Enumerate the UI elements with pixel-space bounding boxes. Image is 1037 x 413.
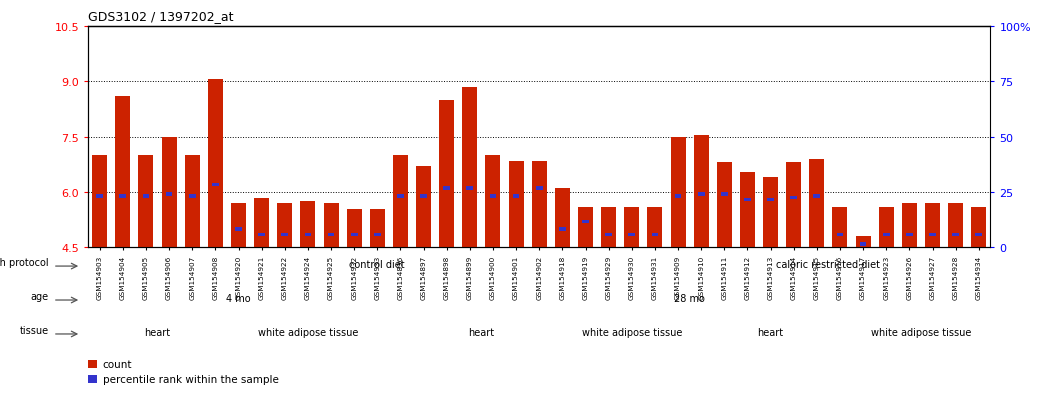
Bar <box>948 204 963 248</box>
Bar <box>139 156 153 248</box>
Bar <box>582 220 589 224</box>
Bar <box>651 233 658 237</box>
Bar <box>96 195 103 198</box>
Bar <box>790 196 797 200</box>
Bar <box>717 163 732 248</box>
Bar <box>143 195 149 198</box>
Bar <box>809 159 824 248</box>
Bar <box>536 187 542 191</box>
Bar <box>440 100 454 248</box>
Bar <box>119 195 127 198</box>
Bar <box>606 233 612 237</box>
Bar <box>856 237 871 248</box>
Bar <box>235 228 242 231</box>
Text: heart: heart <box>757 328 784 337</box>
Bar <box>328 233 334 237</box>
Bar <box>281 233 288 237</box>
Bar <box>489 195 497 198</box>
Bar <box>463 88 477 248</box>
Bar <box>902 204 917 248</box>
Bar <box>92 156 107 248</box>
Bar <box>393 156 408 248</box>
Bar <box>277 204 292 248</box>
Bar <box>555 189 570 248</box>
Bar <box>258 233 265 237</box>
Bar <box>745 198 751 202</box>
Bar <box>763 178 778 248</box>
Text: GDS3102 / 1397202_at: GDS3102 / 1397202_at <box>88 10 233 23</box>
Bar <box>485 156 501 248</box>
Bar <box>416 167 431 248</box>
Text: heart: heart <box>469 328 495 337</box>
Bar <box>532 161 546 248</box>
Bar <box>301 202 315 248</box>
Bar <box>860 242 867 246</box>
Bar <box>467 187 473 191</box>
Text: 4 mo: 4 mo <box>226 294 251 304</box>
Text: 28 mo: 28 mo <box>674 294 705 304</box>
Text: control diet: control diet <box>349 260 405 270</box>
Bar <box>559 228 566 231</box>
Text: white adipose tissue: white adipose tissue <box>258 328 358 337</box>
Bar <box>833 207 847 248</box>
Text: caloric restricted diet: caloric restricted diet <box>777 260 880 270</box>
Bar <box>740 172 755 248</box>
Bar <box>878 207 894 248</box>
Bar <box>925 204 940 248</box>
Bar <box>767 198 774 202</box>
Bar <box>231 204 246 248</box>
Bar <box>88 361 97 368</box>
Text: growth protocol: growth protocol <box>0 257 49 267</box>
Bar <box>88 375 97 383</box>
Bar <box>694 135 708 248</box>
Bar <box>420 195 427 198</box>
Bar <box>628 233 635 237</box>
Bar <box>786 163 802 248</box>
Bar <box>444 187 450 191</box>
Bar <box>837 233 843 237</box>
Bar <box>254 198 270 248</box>
Bar <box>370 209 385 248</box>
Bar <box>671 138 685 248</box>
Bar <box>115 97 131 248</box>
Text: white adipose tissue: white adipose tissue <box>582 328 682 337</box>
Text: count: count <box>103 359 132 369</box>
Bar <box>189 195 196 198</box>
Bar <box>508 161 524 248</box>
Bar <box>305 233 311 237</box>
Bar <box>212 183 219 187</box>
Text: tissue: tissue <box>20 325 49 335</box>
Bar <box>976 233 982 237</box>
Bar <box>166 192 172 196</box>
Bar <box>721 192 728 196</box>
Bar <box>601 207 616 248</box>
Bar <box>324 204 338 248</box>
Bar <box>647 207 663 248</box>
Bar <box>374 233 381 237</box>
Bar <box>952 233 959 237</box>
Bar <box>906 233 913 237</box>
Bar <box>512 195 520 198</box>
Bar <box>207 80 223 248</box>
Bar <box>351 233 358 237</box>
Bar <box>162 138 176 248</box>
Bar <box>813 195 820 198</box>
Text: heart: heart <box>144 328 171 337</box>
Bar <box>346 209 362 248</box>
Bar <box>698 192 704 196</box>
Text: white adipose tissue: white adipose tissue <box>871 328 971 337</box>
Bar <box>929 233 935 237</box>
Bar <box>882 233 890 237</box>
Text: age: age <box>30 291 49 301</box>
Bar <box>578 207 593 248</box>
Bar <box>624 207 639 248</box>
Text: percentile rank within the sample: percentile rank within the sample <box>103 374 279 384</box>
Bar <box>675 195 681 198</box>
Bar <box>397 195 403 198</box>
Bar <box>972 207 986 248</box>
Bar <box>185 156 200 248</box>
